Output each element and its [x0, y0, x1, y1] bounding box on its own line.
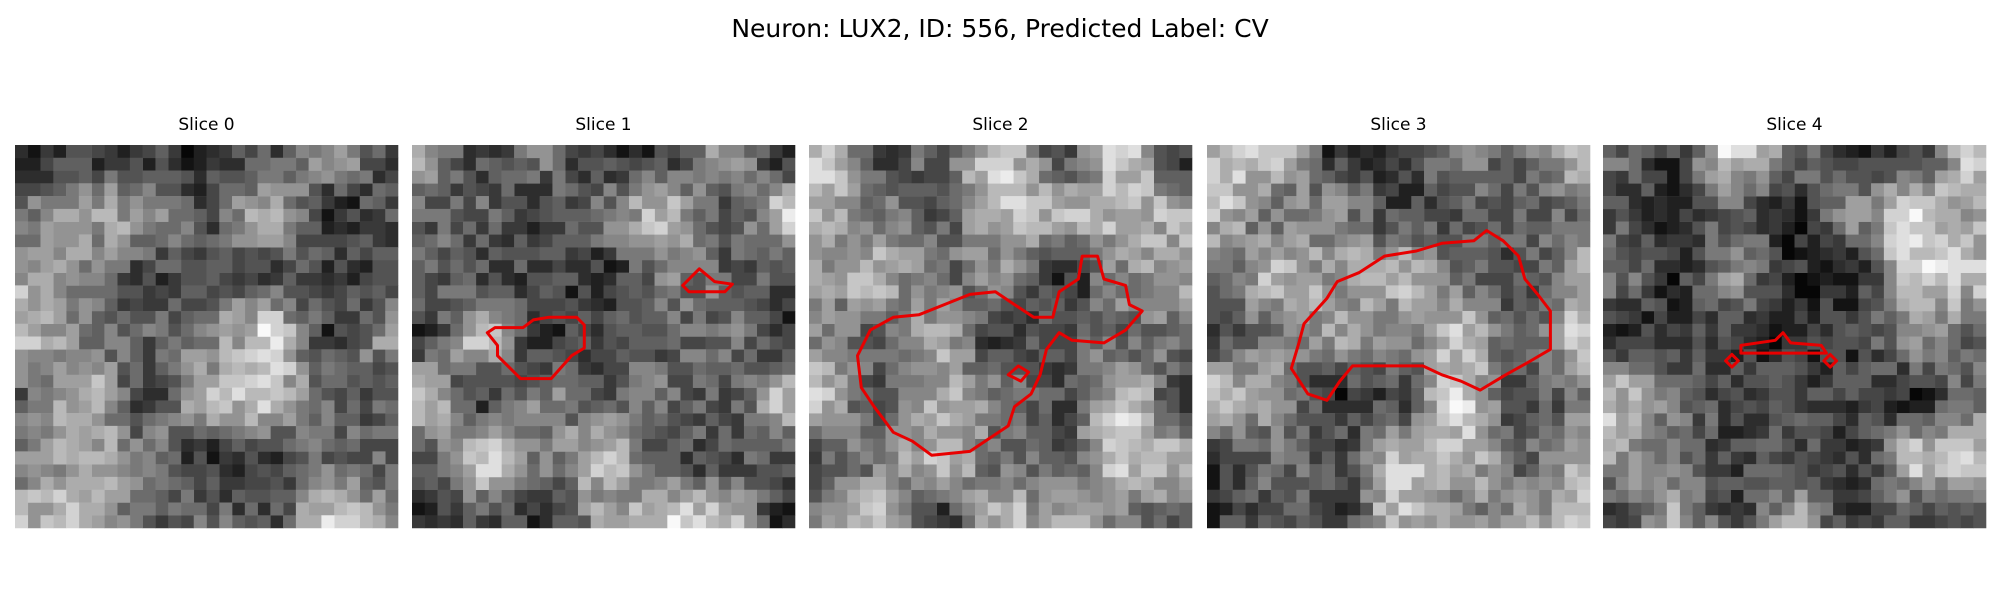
pixel-layer	[1207, 145, 1591, 529]
pixel-layer	[1207, 145, 1514, 516]
contour	[1739, 331, 1828, 355]
pixel-layer	[15, 145, 399, 529]
slice-image	[1603, 145, 1987, 529]
pixel-layer	[809, 145, 1193, 529]
contour	[1289, 229, 1552, 402]
pixel-layer	[1219, 157, 1591, 529]
panel-title: Slice 0	[178, 115, 234, 135]
pixel-layer	[1207, 145, 1591, 529]
pixel-layer	[1207, 145, 1591, 529]
pixel-layer	[180, 145, 195, 159]
pixel-layer	[1603, 145, 1987, 503]
pixel-layer	[1603, 145, 1987, 516]
pixel-layer	[1603, 145, 1987, 529]
pixel-layer	[809, 145, 1167, 529]
contour	[681, 267, 734, 294]
panel-title: Slice 3	[1370, 115, 1426, 135]
pixel-layer	[1449, 400, 1463, 414]
contour	[856, 254, 1144, 457]
panel-title: Slice 1	[575, 115, 631, 135]
pixel-layer	[412, 145, 796, 516]
pixel-layer	[667, 515, 681, 529]
pixel-layer	[1909, 234, 1948, 273]
pixel-layer	[412, 145, 796, 529]
contour	[1724, 352, 1740, 369]
pixel-layer	[257, 323, 271, 337]
pixel-layer	[412, 145, 796, 529]
pixel-layer	[15, 145, 399, 529]
pixel-layer	[782, 208, 796, 222]
pixel-layer	[1051, 272, 1065, 286]
pixel-layer	[15, 208, 373, 529]
pixel-layer	[809, 145, 1193, 529]
pixel-layer	[232, 349, 284, 414]
pixel-layer	[475, 451, 706, 529]
pixel-layer	[412, 196, 694, 529]
slice-image	[15, 145, 399, 529]
contour	[1822, 352, 1839, 369]
pixel-layer	[15, 145, 399, 529]
panel-title: Slice 4	[1766, 115, 1822, 135]
slice-image	[809, 145, 1193, 529]
slice-image	[1207, 145, 1591, 529]
contour	[1006, 364, 1031, 383]
pixel-layer	[15, 196, 399, 529]
panel-title: Slice 2	[972, 115, 1028, 135]
pixel-layer	[15, 157, 399, 529]
figure-title: Neuron: LUX2, ID: 556, Predicted Label: …	[731, 14, 1268, 43]
pixel-layer	[1207, 145, 1591, 529]
pixel-layer	[809, 145, 1193, 529]
contour	[485, 315, 586, 381]
pixel-layer	[1603, 145, 1987, 529]
pixel-layer	[809, 145, 1193, 529]
pixel-layer	[1603, 145, 1936, 529]
pixel-layer	[1334, 387, 1348, 401]
pixel-layer	[1603, 145, 1974, 529]
pixel-layer	[809, 145, 1193, 529]
slice-image	[412, 145, 796, 529]
pixel-layer	[1219, 145, 1591, 529]
